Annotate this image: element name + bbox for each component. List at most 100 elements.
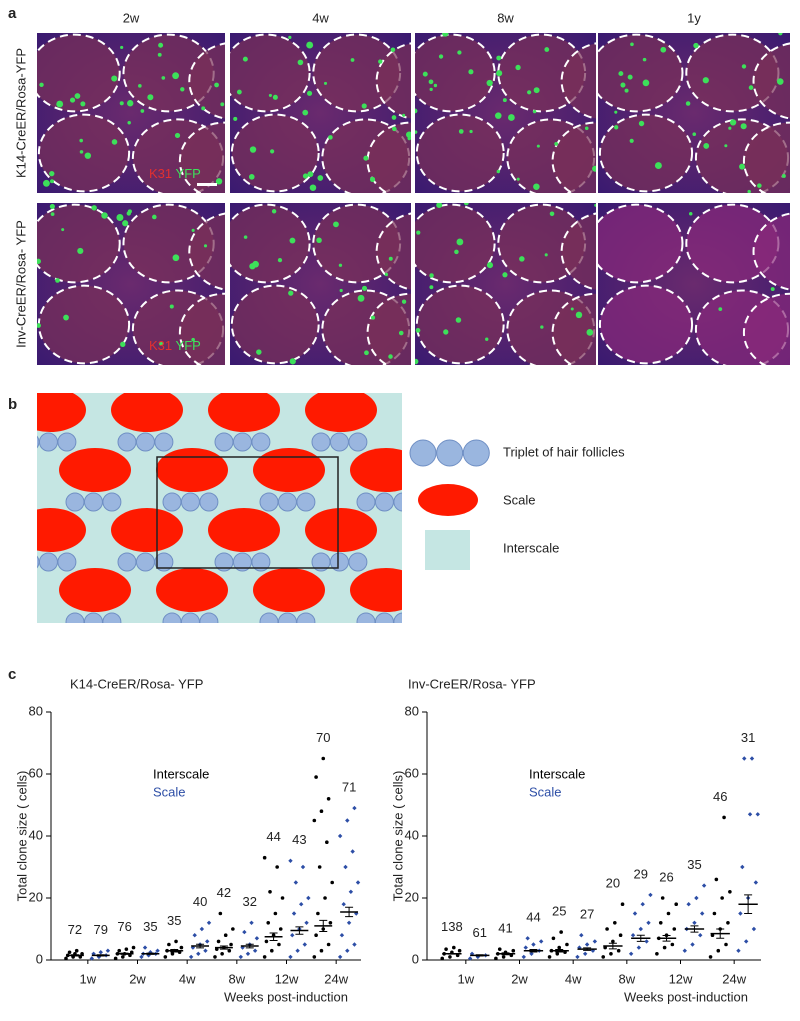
yfp-cell	[116, 214, 124, 221]
x-tick-label: 1w	[458, 971, 475, 986]
x-tick-label: 8w	[619, 971, 636, 986]
dot	[531, 942, 536, 947]
yfp-cell	[91, 205, 97, 211]
yfp-cell	[702, 77, 709, 84]
yfp-cell	[457, 50, 462, 55]
dot	[275, 865, 279, 869]
scale	[208, 508, 280, 552]
micrograph	[230, 33, 411, 193]
chart-title: Inv-CreER/Rosa- YFP	[408, 676, 536, 691]
dot	[348, 889, 354, 894]
yfp-cell	[540, 325, 544, 329]
yfp-cell	[438, 54, 444, 59]
yfp-cell	[39, 82, 44, 87]
yfp-cell	[630, 42, 634, 47]
dot	[440, 956, 445, 961]
yfp-cell	[84, 152, 92, 159]
y-tick-label: 0	[412, 951, 419, 966]
legend-label: Scale	[503, 492, 536, 507]
dot	[751, 926, 757, 932]
yfp-cell	[172, 72, 180, 80]
dot	[113, 956, 118, 961]
dot	[753, 880, 759, 885]
yfp-cell	[729, 119, 737, 126]
yfp-cell	[469, 129, 473, 134]
dot	[278, 927, 283, 931]
error-bar	[636, 934, 645, 942]
dot	[728, 890, 732, 894]
yfp-cell	[718, 307, 723, 311]
count-label: 44	[266, 829, 280, 844]
yfp-cell	[533, 183, 540, 190]
count-label: 44	[526, 910, 540, 925]
follicle	[65, 612, 85, 623]
yfp-cell	[739, 163, 746, 170]
scale-outline	[415, 113, 505, 193]
dot	[511, 948, 516, 953]
yfp-cell	[594, 203, 596, 207]
dot	[698, 933, 703, 938]
stain-green: YFP	[176, 338, 201, 353]
legend-label: Interscale	[153, 766, 209, 781]
dot	[557, 945, 562, 950]
dot	[692, 920, 697, 925]
error-bar	[196, 943, 205, 949]
dot	[300, 864, 306, 870]
dot	[227, 948, 232, 953]
dot	[323, 896, 327, 900]
yfp-cell	[338, 263, 343, 267]
yfp-cell	[220, 102, 225, 107]
dot	[337, 954, 343, 960]
dot	[326, 797, 331, 801]
yfp-cell	[328, 135, 333, 140]
stain-red: K31	[149, 166, 172, 181]
scale-outline	[752, 212, 790, 291]
scale	[253, 448, 325, 492]
follicle	[37, 435, 40, 449]
yfp-cell	[317, 175, 324, 181]
dot	[291, 911, 297, 916]
y-tick-label: 0	[36, 951, 43, 966]
yfp-cell	[161, 76, 166, 80]
yfp-cell	[429, 273, 434, 278]
yfp-cell	[627, 74, 633, 80]
yfp-cell	[268, 93, 272, 97]
follicle	[135, 432, 155, 452]
yfp-cell	[49, 203, 55, 209]
dot	[231, 927, 235, 931]
yfp-cell	[302, 173, 309, 179]
dot	[203, 948, 208, 953]
dot	[337, 833, 343, 839]
follicle	[38, 432, 58, 452]
yfp-cell	[174, 132, 181, 139]
chart-title: K14-CreER/Rosa- YFP	[70, 676, 203, 691]
follicle	[180, 612, 200, 623]
dot	[555, 952, 560, 956]
yfp-cell	[214, 82, 219, 88]
yfp-cell	[502, 98, 507, 103]
yfp-cell	[297, 59, 304, 66]
dot	[306, 895, 311, 901]
dot	[690, 942, 695, 947]
yfp-cell	[127, 120, 131, 125]
scale-outline	[415, 33, 496, 113]
dot	[67, 950, 72, 955]
follicle	[356, 492, 376, 512]
error-bar	[345, 906, 354, 918]
error-bar	[475, 954, 484, 957]
dot	[314, 775, 318, 779]
yfp-cell	[740, 123, 747, 130]
scale-outline	[37, 33, 121, 113]
scale	[402, 388, 474, 432]
yfp-cell	[692, 132, 697, 137]
dot	[747, 812, 753, 817]
yfp-cell	[364, 350, 369, 356]
yfp-cell	[306, 90, 313, 96]
dot	[448, 955, 452, 959]
follicle	[393, 492, 402, 512]
follicle	[462, 439, 490, 467]
follicle	[83, 612, 103, 623]
dot	[565, 942, 569, 947]
yfp-cell	[554, 141, 559, 146]
error-bar	[529, 948, 538, 953]
